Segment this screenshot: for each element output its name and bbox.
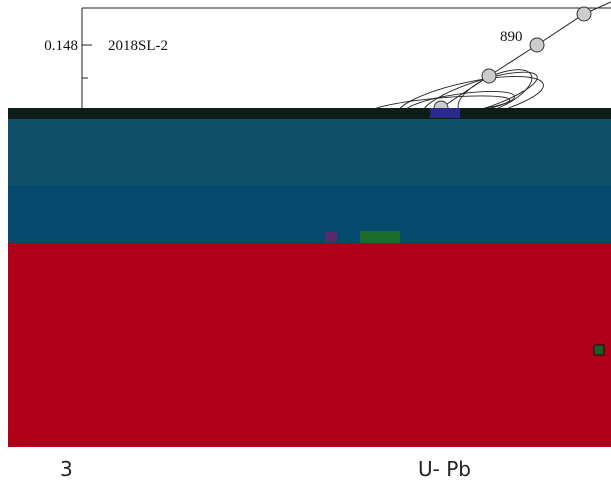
age-label: 890 xyxy=(500,29,523,45)
artifact xyxy=(325,232,337,242)
caption-number: 3 xyxy=(60,457,73,481)
artifact xyxy=(430,108,460,118)
band-blue xyxy=(8,185,611,243)
band-teal xyxy=(8,119,611,185)
artifact xyxy=(360,231,400,243)
band-dark xyxy=(8,108,611,119)
sample-label: 2018SL-2 xyxy=(108,38,168,54)
y-tick-label: 0.148 xyxy=(44,38,78,54)
caption-text: U- Pb xyxy=(418,457,471,481)
band-red xyxy=(8,243,611,447)
artifact xyxy=(593,344,605,356)
